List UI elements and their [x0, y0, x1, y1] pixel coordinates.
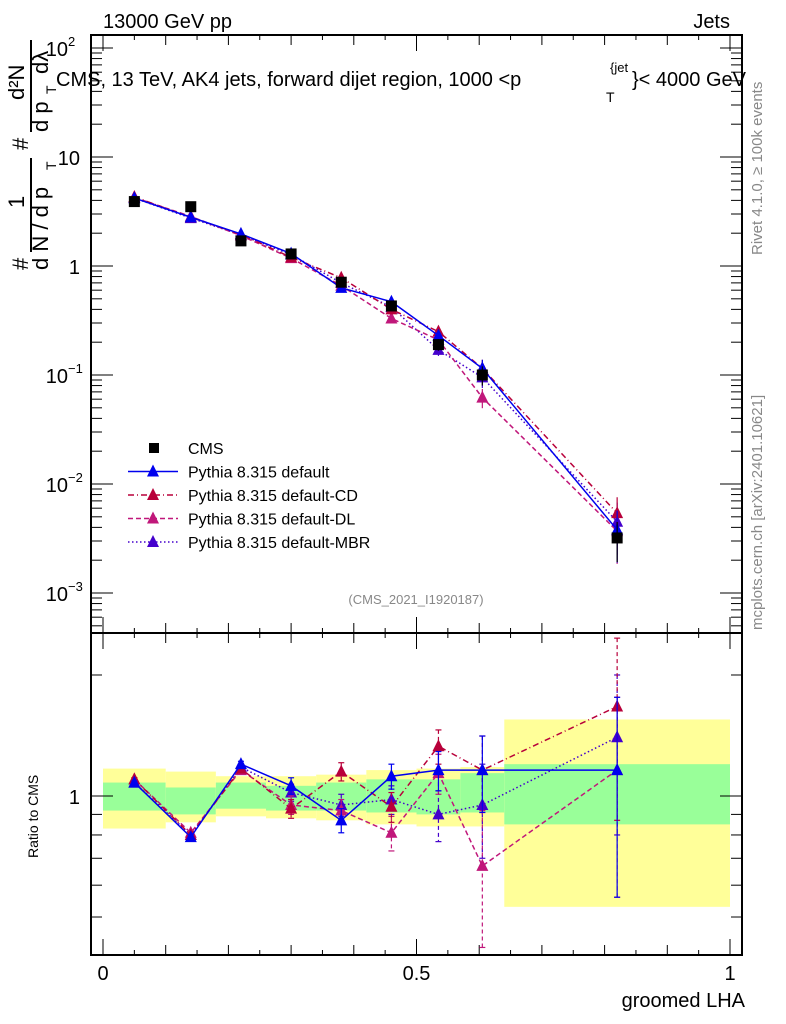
ratio-y-tick-label: 1 — [69, 787, 80, 809]
x-tick-label: 1 — [724, 963, 735, 985]
data-point — [285, 248, 297, 260]
ratio-point — [385, 799, 398, 812]
ratio-point — [184, 830, 197, 843]
y-tick-exponent: −3 — [68, 579, 83, 594]
legend-item: Pythia 8.315 default-MBR — [128, 535, 370, 552]
ratio-point — [285, 801, 298, 814]
ratio-point — [385, 792, 398, 805]
svg-text:d N / d p: d N / d p — [28, 187, 53, 270]
ratio-point — [234, 757, 247, 770]
data-point — [335, 276, 347, 288]
x-tick-label: 0.5 — [403, 963, 431, 985]
data-point — [385, 311, 398, 324]
ratio-point — [432, 739, 445, 752]
data-point — [432, 339, 444, 351]
svg-text:1: 1 — [4, 196, 29, 208]
svg-text:T: T — [43, 161, 59, 170]
ratio-series-pythia-8-315-default — [128, 696, 624, 898]
legend-item: Pythia 8.315 default-DL — [128, 511, 355, 529]
ratio-point — [476, 763, 489, 776]
ratio-point — [385, 825, 398, 838]
legend-marker-triangle — [147, 511, 159, 524]
legend-marker-square — [149, 443, 159, 453]
svg-text:d p: d p — [28, 101, 53, 132]
svg-text:#: # — [8, 257, 33, 270]
ratio-ylabel: Ratio to CMS — [25, 775, 41, 858]
data-point — [184, 210, 197, 223]
series-pythia-8-315-default-dl — [128, 190, 624, 564]
chart-title: CMS, 13 TeV, AK4 jets, forward dijet reg… — [56, 69, 521, 91]
main-ylabel: # d N / d p 1 T # d p T dλ d²N — [4, 40, 59, 270]
y-tick-exponent: 2 — [68, 34, 75, 49]
y-tick-label: 10 — [46, 584, 68, 606]
data-point — [476, 390, 489, 403]
chart-title-sub: T — [606, 89, 615, 105]
series-pythia-8-315-default-cd — [128, 189, 624, 538]
legend: CMS Pythia 8.315 default Pythia 8.315 defa… — [128, 441, 370, 552]
ratio-bands — [103, 719, 730, 907]
legend-item: CMS — [149, 441, 224, 458]
ratio-series — [128, 637, 624, 949]
legend-label: Pythia 8.315 default-CD — [188, 488, 358, 505]
header-left: 13000 GeV pp — [103, 11, 232, 33]
legend-label: Pythia 8.315 default-MBR — [188, 535, 370, 552]
data-point — [185, 201, 197, 213]
series-cms — [128, 196, 623, 563]
y-tick-label: 10 — [58, 148, 80, 170]
data-point — [385, 300, 397, 312]
ratio-point — [432, 807, 445, 820]
legend-item: Pythia 8.315 default-CD — [128, 488, 358, 505]
y-tick-label: 10 — [46, 366, 68, 388]
legend-label: Pythia 8.315 default — [188, 465, 330, 482]
y-tick-exponent: −1 — [68, 361, 83, 376]
ratio-axes: 0 0.5 1 1 — [69, 632, 743, 985]
legend-item: Pythia 8.315 default — [128, 464, 330, 482]
chart-title-sup: {jet — [610, 60, 628, 75]
analysis-id-label: (CMS_2021_I1920187) — [348, 592, 483, 607]
data-point — [432, 328, 445, 341]
ratio-band-stat — [215, 782, 267, 809]
series-pythia-8-315-default — [128, 191, 624, 563]
ratio-point — [476, 858, 489, 871]
y-tick-label: 1 — [69, 257, 80, 279]
ratio-point — [432, 763, 445, 776]
ratio-point — [285, 778, 298, 791]
y-tick-label: 10 — [46, 39, 68, 61]
header-right: Jets — [693, 11, 730, 33]
ratio-point — [128, 775, 141, 788]
svg-text:dλ: dλ — [28, 51, 53, 74]
data-point — [611, 532, 623, 544]
ratio-point — [611, 763, 624, 776]
legend-label: Pythia 8.315 default-DL — [188, 512, 355, 529]
ratio-band-stat — [165, 787, 216, 815]
ratio-point — [335, 813, 348, 826]
data-point — [476, 369, 488, 381]
main-series — [128, 189, 624, 564]
svg-text:T: T — [43, 85, 59, 94]
svg-text:d²N: d²N — [4, 65, 29, 100]
svg-text:#: # — [8, 137, 33, 150]
ratio-point — [335, 764, 348, 777]
ratio-point — [385, 769, 398, 782]
y-tick-label: 10 — [46, 475, 68, 497]
legend-marker-triangle — [147, 488, 159, 500]
data-point — [235, 235, 247, 247]
x-axis-label: groomed LHA — [622, 990, 746, 1012]
legend-marker-triangle — [147, 464, 159, 477]
chart-title-post: }< 4000 GeV — [632, 69, 747, 91]
legend-marker-triangle — [147, 535, 159, 547]
y-tick-exponent: −2 — [68, 470, 83, 485]
legend-label: CMS — [188, 441, 224, 458]
ratio-frame — [90, 632, 743, 956]
rivet-version-label: Rivet 4.1.0, ≥ 100k events — [749, 82, 766, 255]
data-point — [128, 196, 140, 208]
mcplots-label: mcplots.cern.ch [arXiv:2401.10621] — [749, 395, 766, 630]
x-tick-label: 0 — [97, 963, 108, 985]
